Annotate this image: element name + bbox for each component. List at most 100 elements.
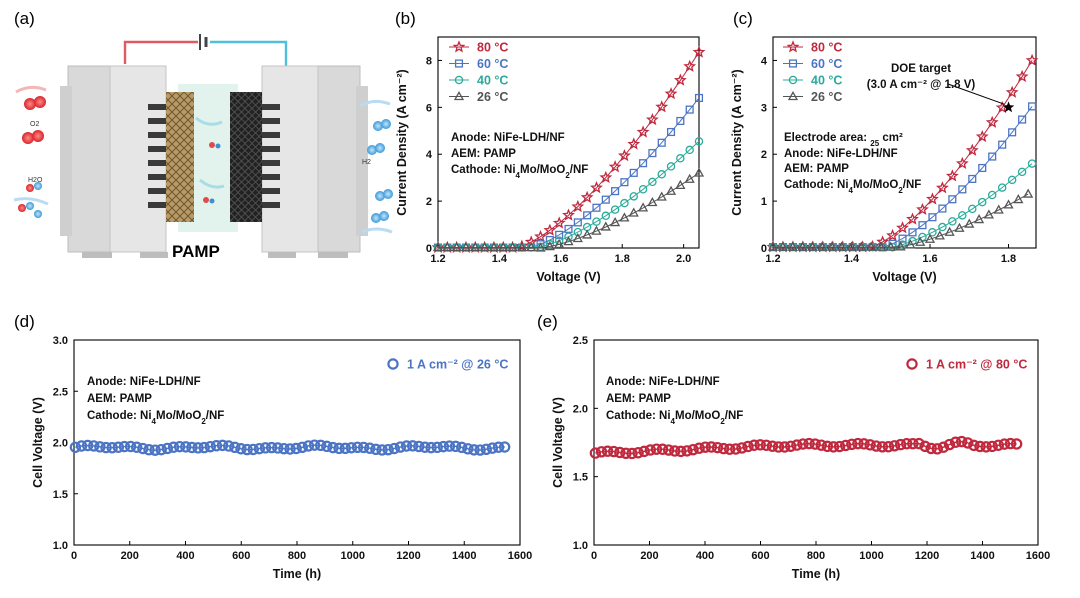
data-point (836, 241, 847, 251)
data-point (791, 439, 803, 451)
y-tick-label: 2.5 (53, 386, 68, 398)
data-point (925, 442, 937, 455)
data-point (425, 441, 437, 454)
data-point (253, 442, 266, 455)
data-point (894, 438, 907, 451)
data-point (870, 440, 882, 452)
data-point (619, 212, 630, 222)
doe-target-arrow (947, 83, 1005, 105)
cathode-flow-channel (258, 174, 280, 180)
data-point (204, 440, 217, 453)
data-point (573, 218, 582, 227)
data-point (772, 441, 785, 453)
data-point (278, 442, 290, 455)
data-point (400, 440, 413, 452)
data-point (1017, 167, 1027, 177)
series-line (438, 172, 700, 249)
data-point (382, 443, 394, 456)
data-point (582, 229, 593, 239)
data-point (432, 241, 444, 252)
x-tick-label: 400 (696, 550, 714, 562)
x-axis-label: Time (h) (792, 567, 840, 581)
data-point (564, 232, 573, 241)
cathode-flow-channel (258, 188, 280, 194)
anode-flow-channel (148, 174, 170, 180)
plot-frame (437, 36, 700, 249)
data-point (456, 441, 468, 454)
anode-flow-channel (148, 146, 170, 152)
data-point (648, 177, 657, 187)
data-point (826, 241, 837, 251)
data-point (955, 156, 969, 169)
y-tick-label: 4 (761, 55, 768, 67)
data-point (676, 116, 685, 126)
data-point (666, 162, 676, 171)
x-tick-label: 400 (176, 550, 194, 562)
legend-label: 60 °C (477, 57, 508, 71)
data-point (968, 439, 980, 452)
data-point (647, 196, 658, 207)
y-tick-label: 2.0 (573, 403, 588, 415)
data-point (895, 241, 906, 251)
anode-flow-channel (148, 202, 170, 208)
data-point (809, 438, 821, 450)
data-point (816, 241, 828, 251)
data-point (962, 437, 974, 449)
data-point (599, 170, 613, 184)
data-point (437, 440, 450, 453)
data-point (1013, 194, 1024, 204)
data-point (926, 192, 939, 205)
data-point (908, 228, 917, 237)
data-point (815, 439, 827, 451)
data-point (601, 211, 611, 221)
data-point (1018, 115, 1027, 124)
data-point (1003, 199, 1014, 209)
data-point (998, 140, 1007, 149)
data-point (797, 241, 808, 251)
data-point (143, 444, 155, 456)
annotation-cathode: Cathode: Ni4Mo/MoO2/NF (451, 164, 588, 180)
x-tick-label: 1600 (1026, 550, 1050, 562)
data-point (711, 441, 724, 454)
data-point (896, 221, 909, 234)
data-point (852, 437, 864, 450)
data-point (987, 190, 997, 200)
data-point (669, 445, 681, 457)
data-point (124, 440, 137, 453)
data-point (167, 441, 180, 453)
data-point (173, 440, 186, 453)
battery-icon (199, 34, 208, 50)
data-point (608, 445, 620, 458)
data-point (583, 211, 592, 220)
data-point (638, 185, 648, 194)
data-point (906, 212, 919, 225)
data-point (948, 217, 957, 226)
data-point (767, 241, 779, 251)
panel-label-d: (d) (14, 312, 35, 331)
data-point (907, 437, 919, 450)
data-point (875, 241, 887, 251)
x-axis-label: Time (h) (273, 567, 321, 581)
x-tick-label: 0 (71, 550, 77, 562)
x-tick-label: 1.6 (922, 253, 937, 265)
x-tick-label: 1.2 (430, 253, 445, 265)
cathode-electrode (230, 92, 262, 222)
data-point (943, 438, 956, 451)
data-point (571, 199, 585, 213)
legend-marker (452, 40, 466, 53)
data-point (573, 227, 583, 237)
data-point (928, 213, 937, 222)
data-point (935, 181, 949, 194)
panel-label-a: (a) (14, 9, 35, 28)
data-point (949, 436, 962, 448)
panel-label-e: (e) (537, 312, 558, 331)
x-tick-label: 0 (591, 550, 597, 562)
data-point (543, 223, 557, 236)
data-point (681, 445, 693, 457)
y-tick-label: 3 (761, 102, 767, 114)
data-point (479, 241, 490, 252)
annotation-aem: AEM: PAMP (606, 393, 671, 405)
x-tick-label: 2.0 (676, 253, 691, 265)
data-point (766, 440, 779, 452)
